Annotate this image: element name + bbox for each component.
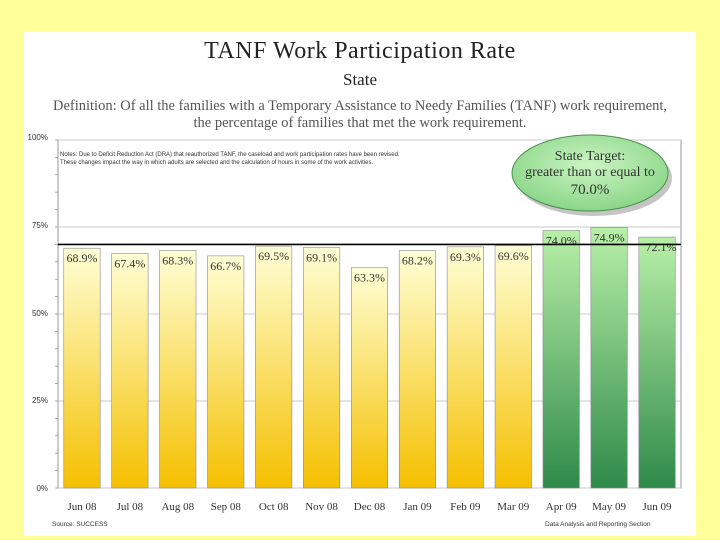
revision-note: Notes: Due to Deficit Reduction Act (DRA… — [60, 152, 400, 166]
bar-4 — [255, 245, 293, 489]
data-label-6: 63.3% — [354, 271, 385, 285]
section-label: Data Analysis and Reporting Section — [545, 521, 651, 528]
chart-title: TANF Work Participation Rate — [204, 38, 516, 64]
bar-1 — [111, 253, 149, 489]
data-label-0: 68.9% — [66, 251, 97, 265]
data-label-11: 74.9% — [594, 230, 625, 244]
data-label-1: 67.4% — [114, 256, 145, 270]
x-tick-label-10: Apr 09 — [546, 501, 577, 513]
data-label-3: 66.7% — [210, 259, 241, 273]
y-tick-50: 50% — [31, 309, 48, 318]
x-tick-label-12: Jun 09 — [643, 501, 673, 513]
bar-9 — [494, 245, 532, 489]
target-line-3: 70.0% — [571, 182, 610, 198]
data-label-5: 69.1% — [306, 251, 337, 265]
data-label-12: 72.1% — [646, 240, 677, 254]
data-label-7: 68.2% — [402, 254, 433, 268]
data-label-2: 68.3% — [162, 253, 193, 267]
target-line-1: State Target: — [555, 149, 625, 164]
y-tick-25: 25% — [31, 396, 48, 405]
x-tick-label-0: Jun 08 — [67, 501, 97, 513]
bar-0 — [63, 247, 101, 489]
bar-5 — [303, 247, 341, 489]
x-tick-label-1: Jul 08 — [117, 501, 144, 513]
data-label-9: 69.6% — [498, 249, 529, 263]
data-label-4: 69.5% — [258, 249, 289, 263]
x-tick-label-2: Aug 08 — [161, 501, 194, 513]
bar-7 — [398, 250, 436, 489]
y-tick-0: 0% — [36, 484, 48, 493]
bar-8 — [446, 246, 484, 489]
definition-line-1: Definition: Of all the families with a T… — [52, 98, 668, 114]
definition-text: Definition: Of all the families with a T… — [30, 98, 690, 132]
x-tick-label-8: Feb 09 — [450, 501, 481, 513]
source-label: Source: SUCCESS — [52, 521, 108, 528]
chart-subtitle: State — [343, 70, 377, 89]
x-tick-label-3: Sep 08 — [211, 501, 242, 513]
x-tick-label-4: Oct 08 — [259, 501, 289, 513]
bar-10 — [542, 230, 580, 489]
bar-3 — [207, 255, 245, 489]
data-label-10: 74.0% — [546, 233, 577, 247]
target-ellipse — [511, 134, 669, 212]
x-tick-label-7: Jan 09 — [403, 501, 432, 513]
data-label-8: 69.3% — [450, 250, 481, 264]
x-tick-label-11: May 09 — [592, 501, 626, 513]
bar-6 — [350, 267, 389, 489]
x-tick-label-6: Dec 08 — [354, 501, 386, 513]
bar-2 — [159, 250, 197, 489]
definition-line-2: the percentage of families that met the … — [193, 115, 527, 131]
y-tick-75: 75% — [31, 221, 48, 230]
x-tick-label-9: Mar 09 — [497, 501, 530, 513]
bar-12 — [638, 236, 676, 489]
target-line-2: greater than or equal to — [525, 165, 655, 180]
bar-11 — [590, 227, 628, 489]
x-tick-label-5: Nov 08 — [305, 501, 338, 513]
y-tick-100: 100% — [27, 133, 48, 142]
